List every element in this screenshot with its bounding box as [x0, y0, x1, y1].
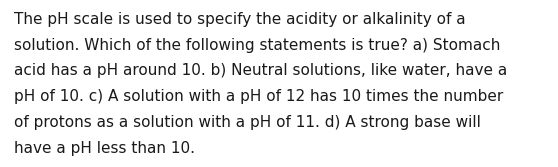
Text: of protons as a solution with a pH of 11. d) A strong base will: of protons as a solution with a pH of 11… [14, 115, 481, 130]
Text: pH of 10. c) A solution with a pH of 12 has 10 times the number: pH of 10. c) A solution with a pH of 12 … [14, 89, 503, 104]
Text: acid has a pH around 10. b) Neutral solutions, like water, have a: acid has a pH around 10. b) Neutral solu… [14, 63, 507, 78]
Text: The pH scale is used to specify the acidity or alkalinity of a: The pH scale is used to specify the acid… [14, 12, 465, 27]
Text: have a pH less than 10.: have a pH less than 10. [14, 141, 195, 156]
Text: solution. Which of the following statements is true? a) Stomach: solution. Which of the following stateme… [14, 38, 501, 53]
